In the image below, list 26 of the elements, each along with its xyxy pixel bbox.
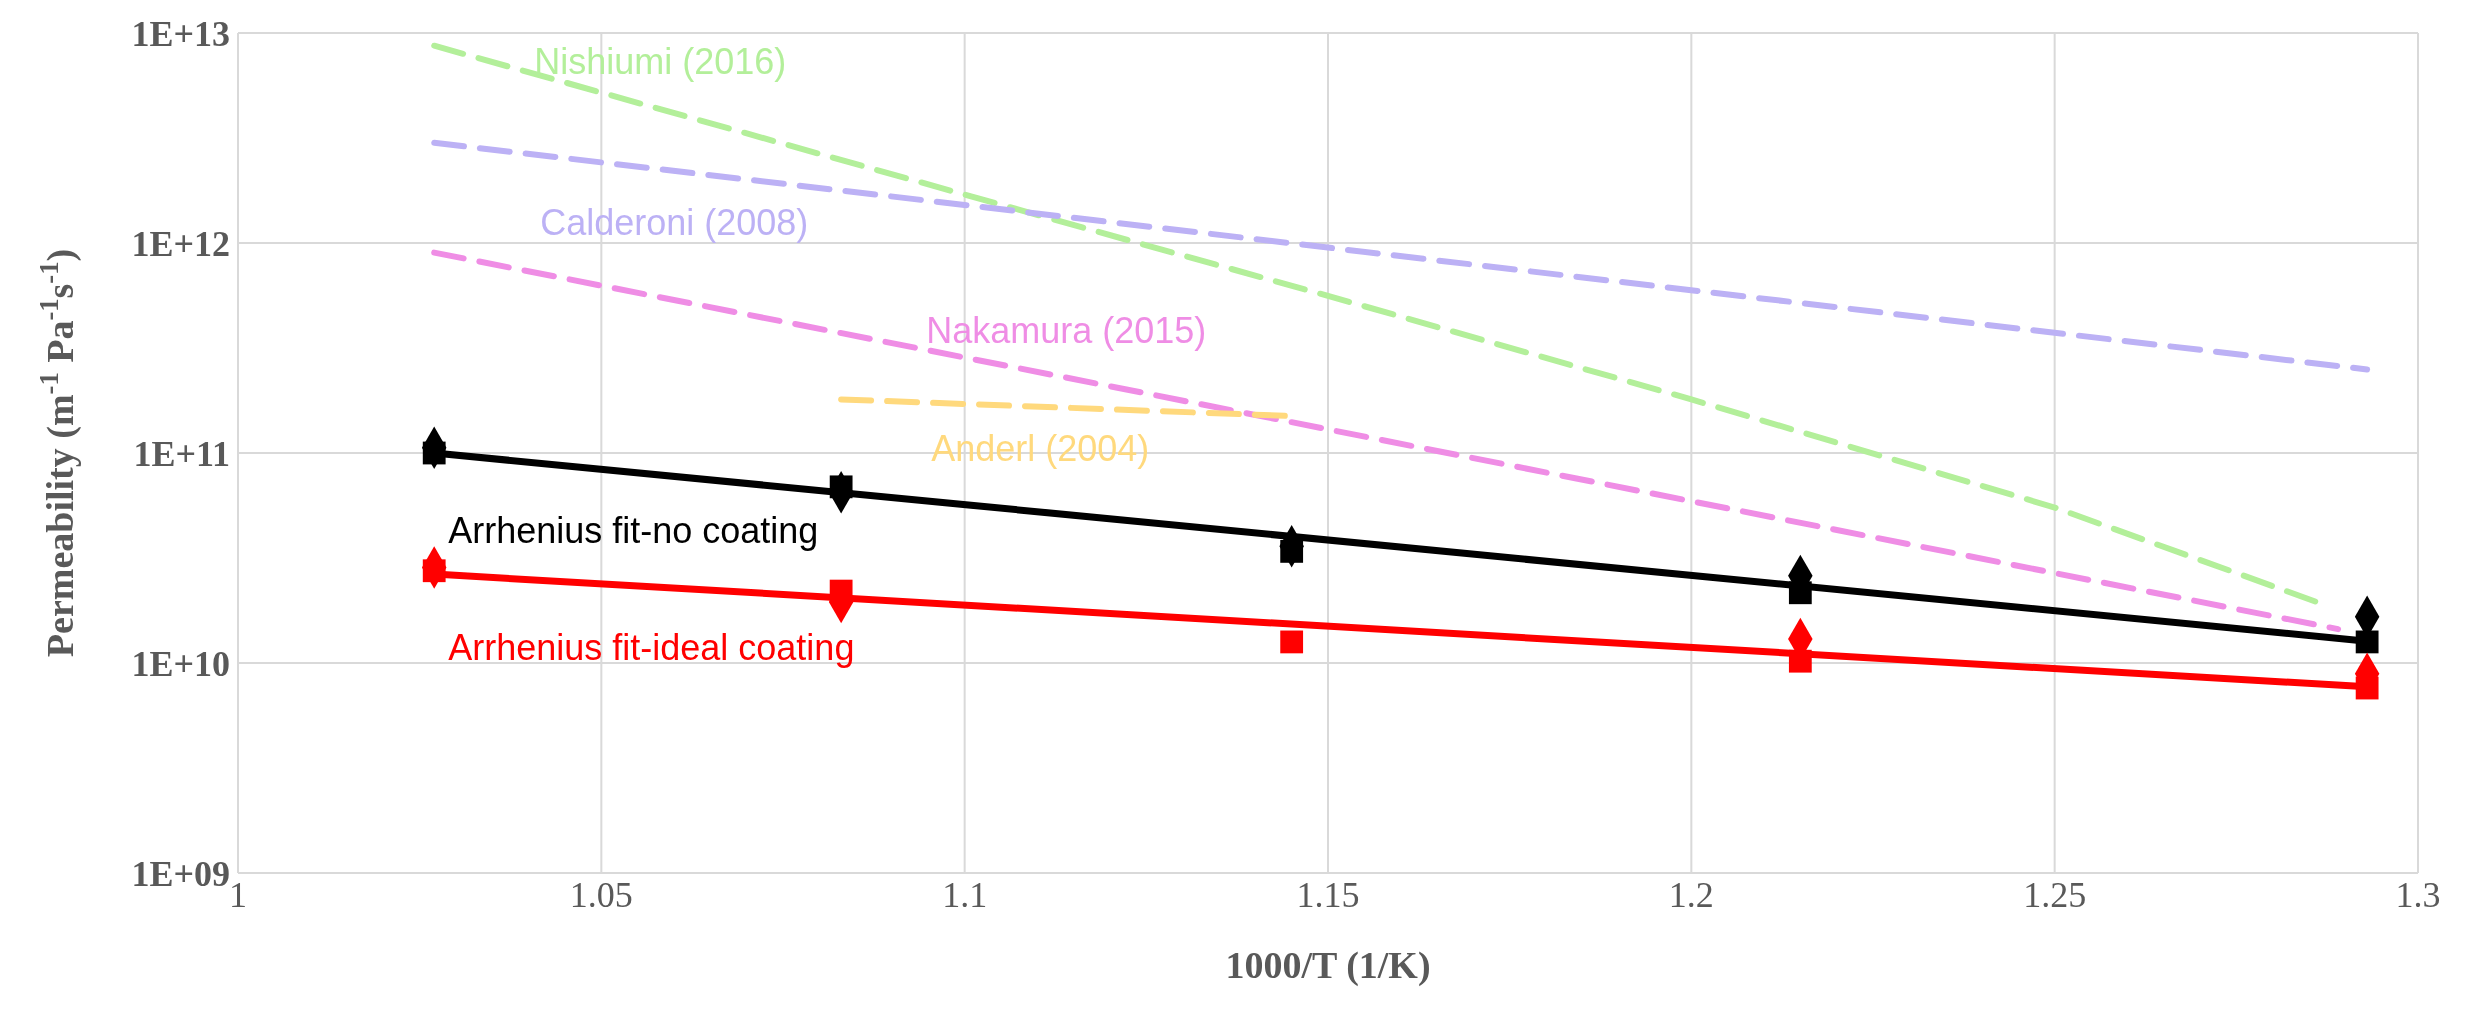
series-label: Nakamura (2015)	[926, 309, 1207, 351]
series-label: Arrhenius fit-ideal coating	[448, 627, 855, 669]
series-label: Anderl (2004)	[931, 428, 1150, 470]
y-tick-label: 1E+09	[131, 853, 230, 894]
y-tick-label: 1E+11	[133, 433, 230, 474]
y-tick-label: 1E+13	[131, 13, 230, 54]
x-axis-title: 1000/T (1/K)	[1225, 944, 1431, 987]
series-label: Arrhenius fit-no coating	[448, 510, 819, 551]
y-tick-label: 1E+10	[131, 643, 230, 684]
x-tick-label: 1.25	[2023, 874, 2087, 915]
point	[1788, 581, 1812, 605]
series-label: Calderoni (2008)	[540, 201, 809, 243]
x-tick-label: 1	[229, 874, 247, 915]
y-tick-label: 1E+12	[131, 223, 230, 264]
series-label: Nishiumi (2016)	[534, 40, 787, 82]
point	[1788, 649, 1812, 673]
point	[1280, 630, 1304, 654]
point	[829, 579, 853, 603]
point	[2355, 676, 2379, 700]
x-tick-label: 1.1	[942, 874, 988, 915]
x-tick-label: 1.2	[1668, 874, 1714, 915]
x-tick-label: 1.15	[1296, 874, 1360, 915]
point	[2355, 630, 2379, 654]
x-tick-label: 1.3	[2395, 874, 2441, 915]
point	[829, 475, 853, 499]
x-tick-label: 1.05	[569, 874, 633, 915]
